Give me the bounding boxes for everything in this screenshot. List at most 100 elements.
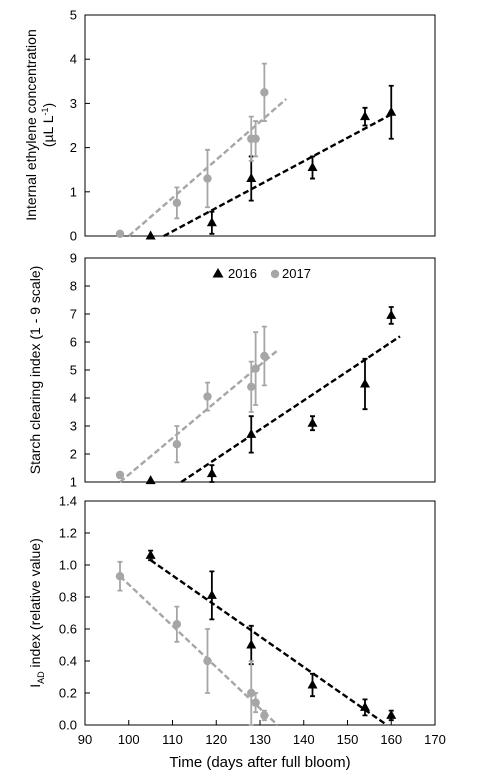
iad-trendline-2016 <box>149 559 388 726</box>
iad-point-2017 <box>247 688 256 698</box>
x-axis-label: Time (days after full bloom) <box>169 754 350 771</box>
iad-y-axis-label-sub: AD <box>36 671 46 684</box>
iad-x-tick-label: 150 <box>337 732 359 747</box>
iad-y-axis-label: IAD index (relative value) <box>27 538 46 687</box>
starch-point-2017 <box>247 382 256 391</box>
iad-point-2017 <box>172 620 182 629</box>
legend-label-2017: 2017 <box>282 266 311 281</box>
legend: 2016 2017 <box>212 266 311 281</box>
starch-point-2016 <box>206 468 217 478</box>
starch-point-2016 <box>246 428 257 438</box>
iad-x-tick-label: 120 <box>205 732 227 747</box>
starch-y-ticks: 1 2 3 4 5 6 7 8 9 <box>70 251 90 490</box>
iad-point-2016 <box>307 679 318 689</box>
starch-trendlines <box>119 335 401 483</box>
starch-y-tick-label: 3 <box>70 419 77 434</box>
starch-point-2017 <box>251 364 260 373</box>
starch-y-tick-label: 1 <box>70 475 77 490</box>
ethylene-y-axis-label-unit-prefix: (µL L <box>40 115 56 147</box>
starch-point-2016 <box>145 475 156 485</box>
iad-y-axis-label-prefix: I <box>27 684 43 688</box>
ethylene-point-2017 <box>260 88 269 97</box>
ethylene-point-2016 <box>386 106 397 116</box>
ethylene-point-2017 <box>172 198 182 208</box>
ethylene-point-2016 <box>206 217 217 227</box>
starch-point-2017 <box>203 392 212 401</box>
starch-panel: 1 2 3 4 5 6 7 8 9 Starch clearing index (1 - 9 s… <box>27 251 436 490</box>
ethylene-y-tick-label: 5 <box>70 8 77 23</box>
iad-point-2016 <box>360 701 370 711</box>
iad-x-tick-label: 130 <box>249 732 271 747</box>
starch-y-tick-label: 8 <box>70 279 77 294</box>
starch-point-2016 <box>386 309 397 319</box>
starch-y-tick-label: 7 <box>70 307 77 322</box>
iad-x-tick-label: 140 <box>293 732 315 747</box>
starch-points <box>115 309 397 485</box>
ethylene-point-2016 <box>307 161 318 171</box>
legend-label-2016: 2016 <box>228 266 257 281</box>
starch-error-bars <box>117 306 394 483</box>
ethylene-trendline-2016 <box>163 113 392 238</box>
starch-y-tick-label: 9 <box>70 251 77 266</box>
iad-x-tick-label: 160 <box>380 732 402 747</box>
starch-point-2017 <box>260 351 269 361</box>
starch-point-2017 <box>172 440 182 449</box>
iad-y-tick-label: 1.2 <box>59 526 77 541</box>
starch-point-2016 <box>360 378 370 388</box>
starch-point-2017 <box>115 470 125 480</box>
ethylene-y-tick-label: 0 <box>70 229 77 244</box>
ethylene-plot-frame <box>84 14 436 237</box>
starch-point-2016 <box>307 417 318 427</box>
iad-y-tick-label: 0.4 <box>59 654 77 669</box>
iad-point-2016 <box>206 589 217 599</box>
iad-x-tick-label: 90 <box>78 732 92 747</box>
starch-y-axis-label: Starch clearing index (1 - 9 scale) <box>27 266 43 475</box>
ethylene-panel: 0 1 2 3 4 5 Internal ethylene concentration(µ… <box>23 8 436 244</box>
iad-plot-frame <box>84 500 436 726</box>
iad-y-tick-label: 0.6 <box>59 622 77 637</box>
ethylene-y-axis-label-main: Internal ethylene concentration <box>23 29 39 220</box>
iad-y-tick-label: 1.4 <box>59 494 77 509</box>
ethylene-y-axis-label-unit-suffix: ) <box>40 103 56 108</box>
ethylene-y-ticks: 0 1 2 3 4 5 <box>70 8 90 244</box>
iad-points <box>115 549 397 720</box>
iad-point-2016 <box>386 709 397 719</box>
ethylene-y-tick-label: 1 <box>70 184 77 199</box>
ethylene-point-2016 <box>145 230 156 240</box>
iad-point-2017 <box>260 711 269 720</box>
starch-trendline-2016 <box>180 335 401 483</box>
ethylene-trendlines <box>127 98 392 238</box>
ethylene-point-2017 <box>115 229 125 238</box>
iad-y-axis-label-suffix: index (relative value) <box>27 538 43 671</box>
starch-y-tick-label: 4 <box>70 391 77 406</box>
starch-y-tick-label: 2 <box>70 447 77 462</box>
ethylene-point-2016 <box>246 173 257 183</box>
iad-panel: 0.0 0.2 0.4 0.6 0.8 1.0 1.2 1.4 90 100 110 120 130 1… <box>27 494 446 772</box>
ethylene-y-tick-label: 3 <box>70 96 77 111</box>
ethylene-y-tick-label: 2 <box>70 140 77 155</box>
iad-x-tick-label: 100 <box>118 732 140 747</box>
iad-point-2017 <box>251 698 260 707</box>
ethylene-error-bars <box>174 62 394 235</box>
iad-x-tick-label: 110 <box>162 732 183 747</box>
iad-point-2016 <box>246 639 257 649</box>
iad-y-ticks: 0.0 0.2 0.4 0.6 0.8 1.0 1.2 1.4 <box>59 494 90 733</box>
ethylene-y-tick-label: 4 <box>70 52 77 67</box>
ethylene-points <box>115 88 397 240</box>
starch-y-tick-label: 5 <box>70 363 77 378</box>
legend-marker-2017 <box>270 269 280 279</box>
starch-plot-frame <box>84 257 436 483</box>
iad-x-ticks: 90 100 110 120 130 140 150 160 170 <box>78 720 446 747</box>
iad-point-2016 <box>145 549 156 559</box>
iad-y-tick-label: 0.2 <box>59 686 77 701</box>
iad-point-2017 <box>203 656 212 666</box>
iad-x-tick-label: 170 <box>424 732 446 747</box>
iad-y-tick-label: 1.0 <box>59 558 77 573</box>
ethylene-y-axis-label-unit-sup: -1 <box>40 107 50 115</box>
ethylene-point-2017 <box>251 134 260 143</box>
iad-y-tick-label: 0.0 <box>59 718 77 733</box>
ethylene-point-2017 <box>203 174 212 183</box>
starch-y-tick-label: 6 <box>70 335 77 350</box>
iad-point-2017 <box>115 572 125 581</box>
